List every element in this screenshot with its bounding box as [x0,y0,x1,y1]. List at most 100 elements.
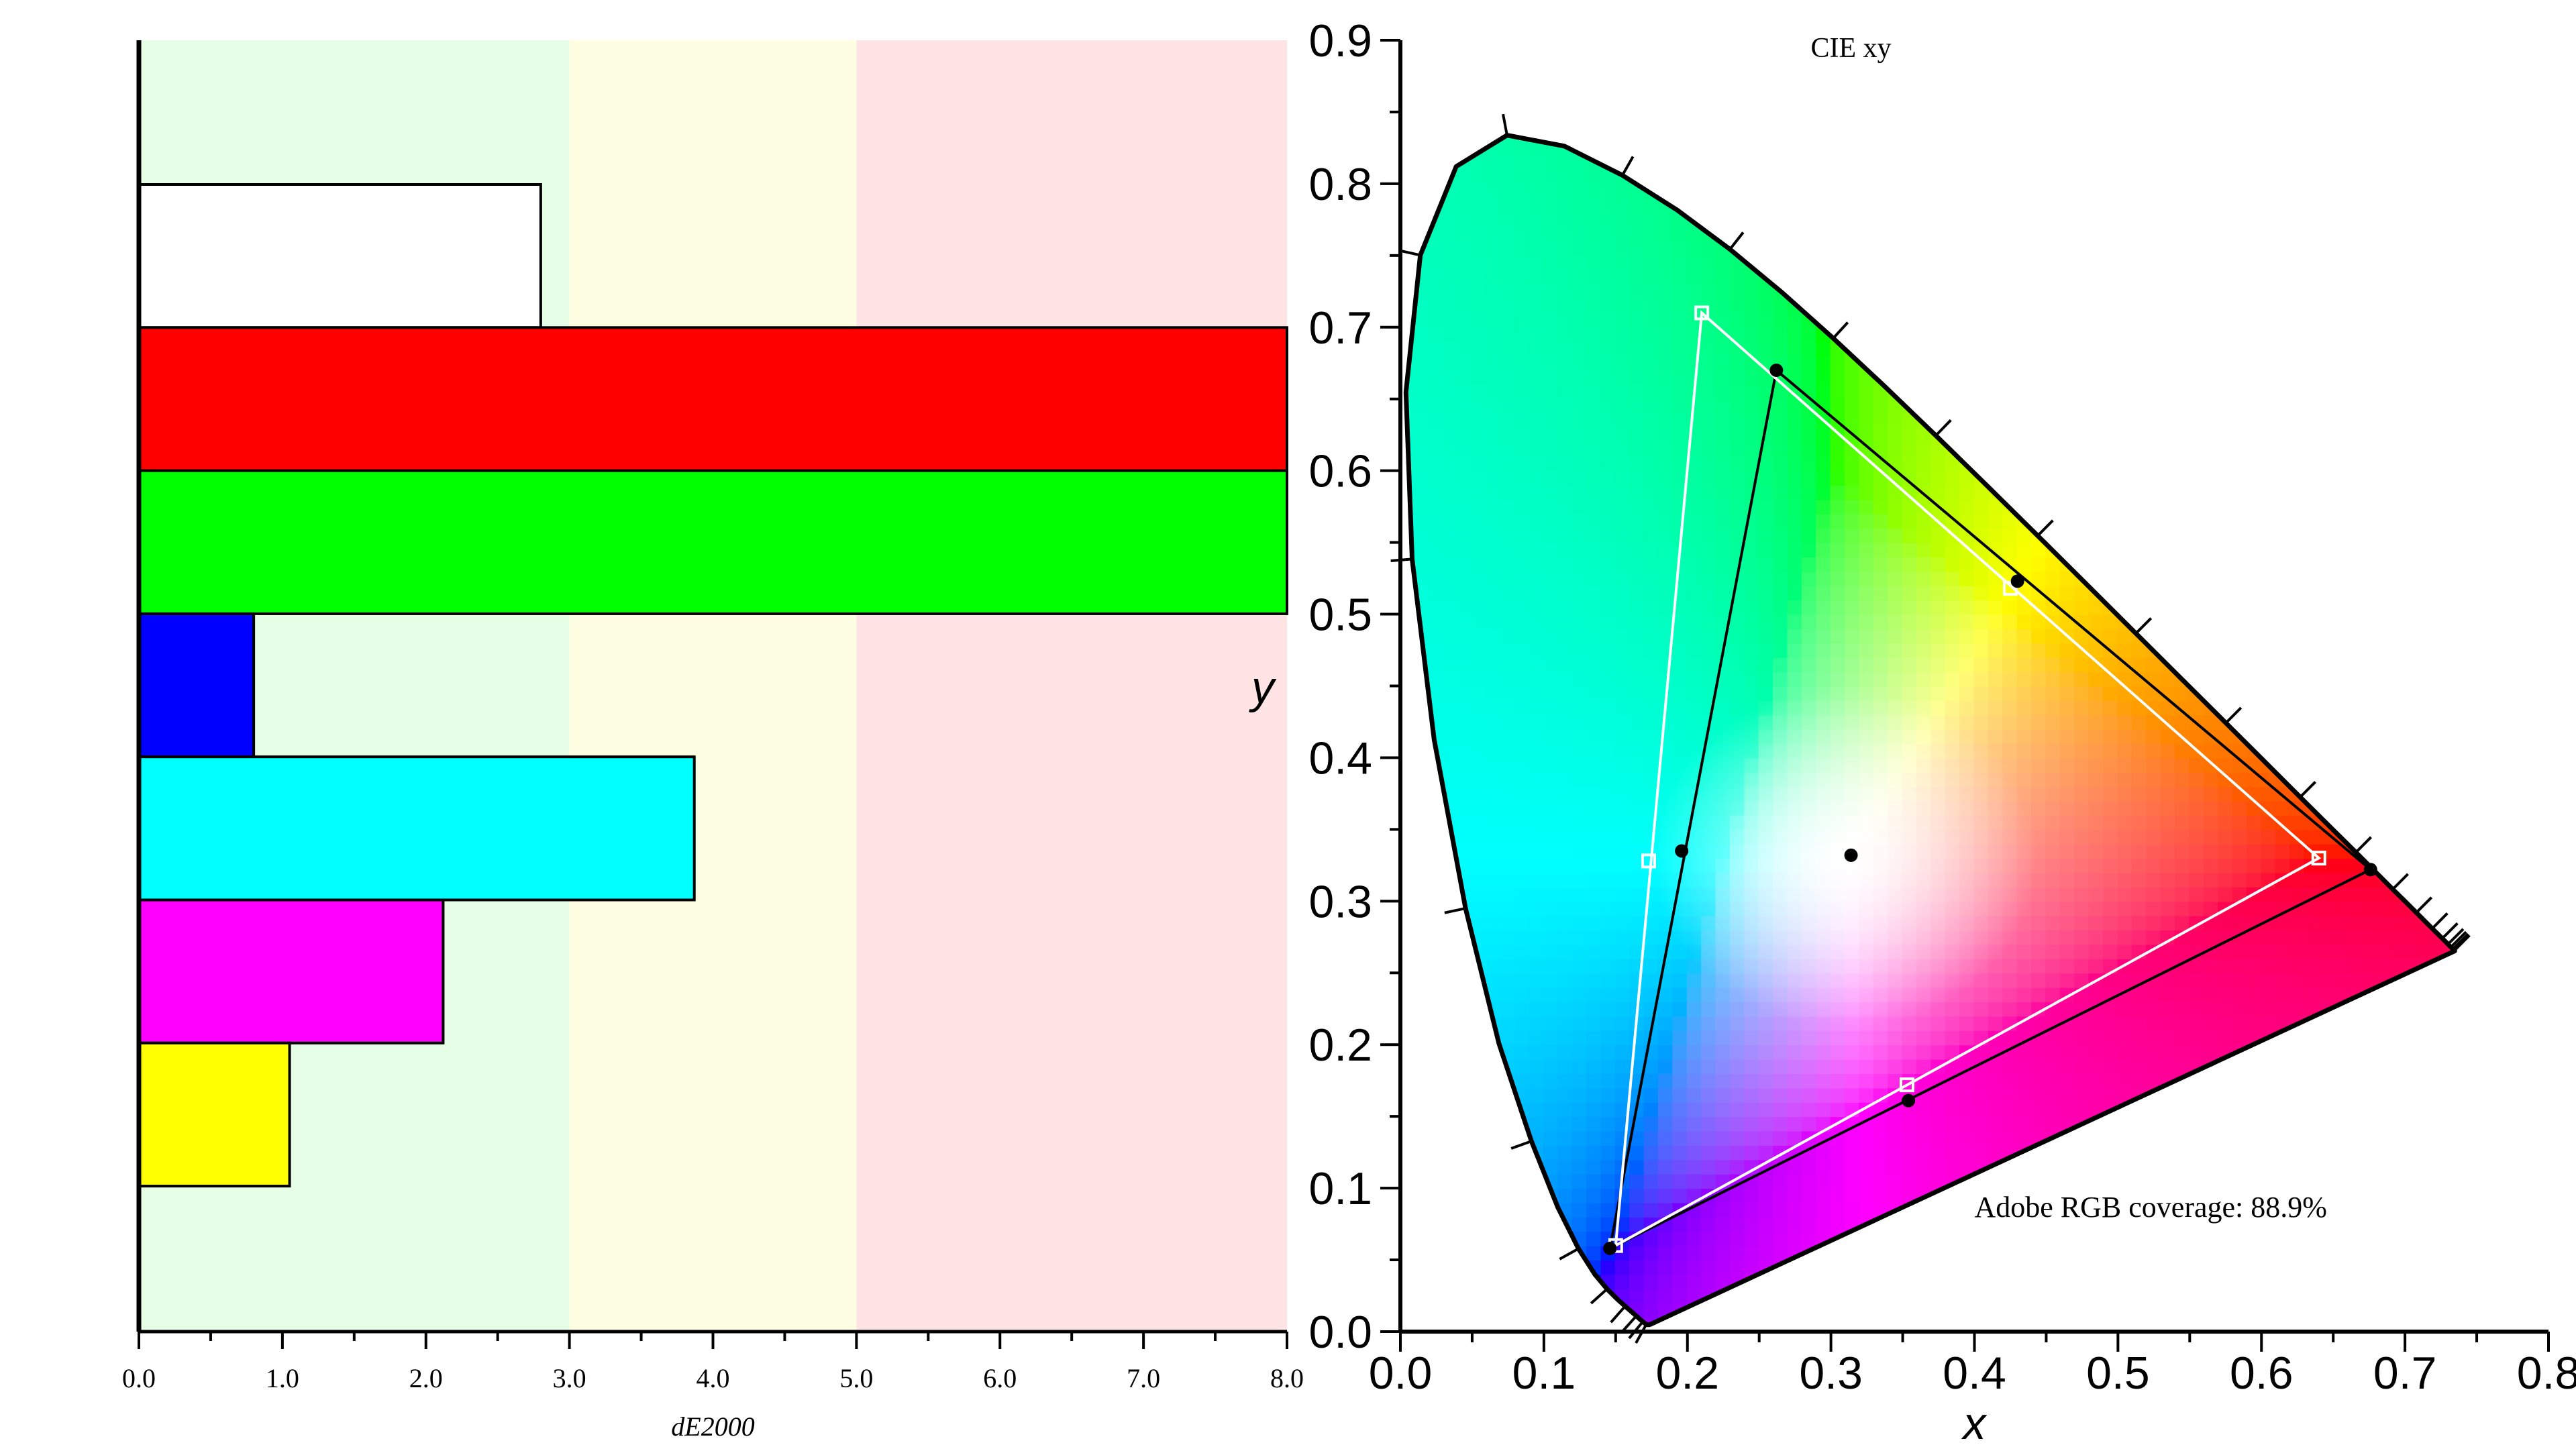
color-cell [2189,871,2205,888]
color-cell [1471,1044,1488,1060]
color-cell [1973,1044,1990,1060]
color-cell [2045,312,2061,328]
color-cell [1586,355,1602,371]
color-cell [1859,240,1875,256]
color-cell [1830,627,1847,644]
color-cell [2102,728,2119,745]
color-cell [1744,556,1760,572]
color-cell [2160,135,2176,142]
color-cell [2189,1287,2205,1304]
color-cell [1629,1173,1645,1189]
color-cell [1816,527,1832,543]
color-cell [2059,1173,2076,1189]
color-cell [1873,154,1890,170]
color-cell [1543,800,1559,816]
color-cell [2131,1173,2148,1189]
color-cell [2059,541,2076,557]
color-cell [1586,800,1602,816]
color-cell [1543,1244,1559,1261]
color-cell [1600,957,1616,974]
color-cell [1486,513,1502,529]
color-cell [1758,140,1775,156]
color-cell [1471,757,1488,773]
bar-2 [138,469,1288,615]
color-cell [1657,384,1674,400]
color-cell [1701,355,1717,371]
color-cell [2031,656,2047,673]
color-cell [1614,427,1631,443]
color-cell [2088,986,2104,1003]
color-cell [1614,226,1631,242]
color-cell [1629,1216,1645,1232]
color-cell [1572,240,1588,256]
color-cell [2031,135,2047,142]
color-cell [1471,168,1488,184]
color-cell [1471,211,1488,228]
color-cell [1543,843,1559,859]
color-cell [1916,1259,1933,1275]
color-cell [1572,972,1588,988]
color-cell [2174,470,2191,486]
color-cell [1801,1044,1818,1060]
color-cell [1600,584,1616,601]
color-cell [1672,341,1688,357]
color-cell [1801,613,1818,629]
color-cell [1529,843,1545,859]
color-cell [1715,384,1731,400]
color-cell [1572,843,1588,859]
color-cell [2088,743,2104,759]
color-cell [1873,1159,1890,1175]
color-cell [2174,1287,2191,1304]
color-cell [2102,570,2119,586]
color-cell [2146,240,2162,256]
color-cell [1787,1044,1803,1060]
color-cell [1572,1201,1588,1218]
color-cell [2189,398,2205,415]
color-cell [2045,757,2061,773]
color-cell [1988,1287,2004,1304]
color-cell [1816,1087,1832,1103]
color-cell [1428,800,1445,816]
color-cell [1428,1201,1445,1218]
color-cell [1543,885,1559,902]
color-cell [1945,541,1961,557]
color-cell [2189,671,2205,687]
color-cell [2146,154,2162,170]
color-cell [1600,1144,1616,1161]
color-cell [2117,1244,2133,1261]
color-cell [1959,570,1975,586]
color-cell [1672,1029,1688,1046]
color-cell [1729,1230,1746,1246]
color-cell [1845,1302,1861,1318]
color-cell [1816,298,1832,314]
color-cell [1729,269,1746,285]
color-cell [1816,384,1832,400]
color-cell [1428,1244,1445,1261]
color-cell [1543,1302,1559,1318]
color-cell [1830,1073,1847,1089]
color-cell [2102,455,2119,472]
color-cell [2059,1259,2076,1275]
color-cell [1888,1058,1904,1074]
color-cell [1543,168,1559,184]
color-cell [2102,800,2119,816]
color-cell [2117,135,2133,142]
color-cell [1643,135,1659,142]
color-cell [1572,1302,1588,1318]
color-cell [1543,1015,1559,1031]
color-cell [1414,1216,1430,1232]
color-cell [2203,1144,2220,1161]
color-cell [1672,972,1688,988]
color-cell [1443,470,1459,486]
color-cell [1888,627,1904,644]
color-cell [2045,211,2061,228]
color-cell [1557,211,1574,228]
color-cell [1600,1029,1616,1046]
color-cell [1557,857,1574,873]
color-cell [1614,441,1631,458]
color-cell [1988,498,2004,515]
color-cell [1543,1287,1559,1304]
color-cell [1543,413,1559,429]
color-cell [1758,182,1775,199]
color-cell [1888,1159,1904,1175]
